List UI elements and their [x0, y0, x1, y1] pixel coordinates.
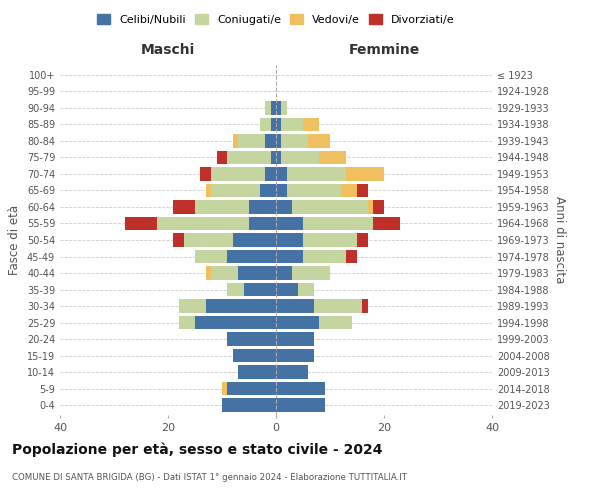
Bar: [373, 200, 384, 213]
Bar: [276, 266, 292, 280]
Text: COMUNE DI SANTA BRIGIDA (BG) - Dati ISTAT 1° gennaio 2024 - Elaborazione TUTTITA: COMUNE DI SANTA BRIGIDA (BG) - Dati ISTA…: [12, 472, 407, 482]
Bar: [271, 102, 276, 114]
Y-axis label: Fasce di età: Fasce di età: [8, 205, 21, 275]
Legend: Celibi/Nubili, Coniugati/e, Vedovi/e, Divorziati/e: Celibi/Nubili, Coniugati/e, Vedovi/e, Di…: [94, 10, 458, 28]
Bar: [276, 151, 281, 164]
Bar: [319, 316, 352, 329]
Bar: [281, 118, 303, 131]
Bar: [173, 234, 184, 246]
Bar: [206, 266, 211, 280]
Bar: [357, 184, 368, 197]
Bar: [179, 300, 206, 312]
Bar: [233, 134, 238, 147]
Bar: [368, 200, 373, 213]
Bar: [346, 168, 384, 180]
Bar: [276, 366, 308, 378]
Bar: [276, 234, 303, 246]
Bar: [233, 234, 276, 246]
Bar: [287, 184, 341, 197]
Bar: [276, 382, 325, 395]
Bar: [276, 316, 319, 329]
Bar: [249, 217, 276, 230]
Bar: [125, 217, 157, 230]
Bar: [227, 382, 276, 395]
Bar: [206, 300, 276, 312]
Bar: [276, 349, 314, 362]
Bar: [281, 102, 287, 114]
Bar: [222, 382, 227, 395]
Bar: [298, 283, 314, 296]
Bar: [373, 217, 400, 230]
Bar: [341, 184, 357, 197]
Bar: [227, 151, 271, 164]
Bar: [206, 184, 211, 197]
Bar: [265, 102, 271, 114]
Bar: [276, 118, 281, 131]
Bar: [276, 283, 298, 296]
Bar: [217, 151, 227, 164]
Bar: [249, 200, 276, 213]
Bar: [227, 250, 276, 263]
Bar: [362, 300, 368, 312]
Bar: [222, 398, 276, 411]
Bar: [276, 134, 281, 147]
Bar: [276, 184, 287, 197]
Bar: [303, 250, 346, 263]
Bar: [184, 234, 233, 246]
Bar: [287, 168, 346, 180]
Bar: [227, 283, 244, 296]
Bar: [173, 200, 195, 213]
Y-axis label: Anni di nascita: Anni di nascita: [553, 196, 566, 284]
Bar: [281, 134, 308, 147]
Bar: [211, 184, 260, 197]
Bar: [195, 316, 276, 329]
Bar: [271, 151, 276, 164]
Text: Femmine: Femmine: [349, 42, 419, 56]
Bar: [244, 283, 276, 296]
Bar: [276, 332, 314, 345]
Bar: [157, 217, 249, 230]
Bar: [265, 134, 276, 147]
Bar: [276, 300, 314, 312]
Bar: [303, 217, 373, 230]
Bar: [195, 250, 227, 263]
Bar: [276, 168, 287, 180]
Bar: [227, 332, 276, 345]
Bar: [260, 118, 271, 131]
Bar: [179, 316, 195, 329]
Bar: [200, 168, 211, 180]
Bar: [292, 266, 330, 280]
Bar: [211, 168, 265, 180]
Bar: [238, 134, 265, 147]
Bar: [276, 217, 303, 230]
Text: Popolazione per età, sesso e stato civile - 2024: Popolazione per età, sesso e stato civil…: [12, 442, 383, 457]
Bar: [319, 151, 346, 164]
Bar: [276, 250, 303, 263]
Bar: [314, 300, 362, 312]
Bar: [276, 200, 292, 213]
Bar: [276, 102, 281, 114]
Bar: [265, 168, 276, 180]
Bar: [238, 366, 276, 378]
Bar: [211, 266, 238, 280]
Bar: [346, 250, 357, 263]
Bar: [281, 151, 319, 164]
Bar: [303, 234, 357, 246]
Bar: [233, 349, 276, 362]
Bar: [276, 398, 325, 411]
Text: Maschi: Maschi: [141, 42, 195, 56]
Bar: [271, 118, 276, 131]
Bar: [195, 200, 249, 213]
Bar: [357, 234, 368, 246]
Bar: [260, 184, 276, 197]
Bar: [303, 118, 319, 131]
Bar: [292, 200, 368, 213]
Bar: [308, 134, 330, 147]
Bar: [238, 266, 276, 280]
